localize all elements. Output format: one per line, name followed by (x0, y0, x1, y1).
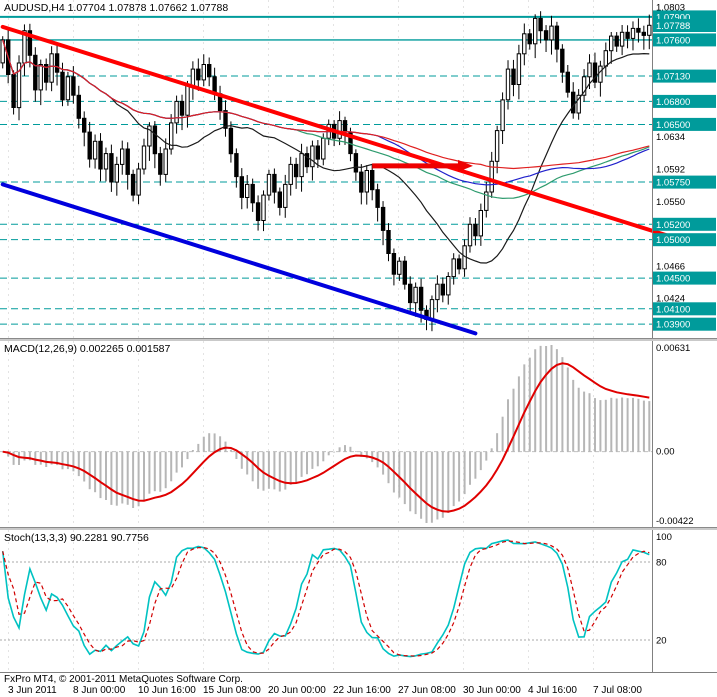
stochastic-title: Stoch(13,3,3) 90.2281 90.7756 (4, 532, 149, 544)
macd-title: MACD(12,26,9) 0.002265 0.001587 (4, 343, 171, 355)
panel-splitter-2[interactable] (0, 527, 717, 530)
level-price-box (653, 302, 716, 316)
time-axis-label: 7 Jul 08:00 (593, 685, 642, 696)
level-price-box-label: 1.05200 (656, 220, 690, 231)
level-price-box (653, 217, 716, 231)
macd-tick-label: 0.00 (656, 447, 675, 458)
current-price-box-label: 1.07788 (656, 21, 690, 32)
stochastic-canvas: 100 80 20 (0, 530, 672, 672)
level-price-box-label: 1.04500 (656, 274, 690, 285)
time-axis-label: 15 Jun 08:00 (203, 685, 261, 696)
time-axis-label: 20 Jun 00:00 (268, 685, 326, 696)
time-axis-label: 22 Jun 16:00 (333, 685, 391, 696)
time-axis-label: 3 Jun 2011 (8, 685, 57, 696)
macd-tick-label: 0.00631 (656, 343, 690, 354)
macd-signal-line (2, 362, 650, 513)
macd-indicator-panel: 0.00631 0.00 -0.00422 MACD(12,26,9) 0.0022… (0, 341, 717, 527)
level-price-box (653, 175, 716, 189)
macd-gridlines (8, 341, 594, 527)
current-price-box (653, 19, 716, 32)
level-price-box (653, 317, 716, 331)
level-price-box (653, 33, 716, 47)
macd-canvas: 0.00631 0.00 -0.00422 (0, 341, 694, 527)
price-chart-panel: 1.0803 1.0634 1.0592 1.0550 1.0466 1.0424 1.07… (0, 0, 717, 338)
level-price-box-label: 1.04100 (656, 304, 690, 315)
candlesticks (0, 11, 652, 332)
time-axis-label: 8 Jun 00:00 (73, 685, 126, 696)
stochastic-main-line (1, 539, 650, 658)
ma-red (2, 39, 650, 170)
level-price-box (653, 117, 716, 131)
support-resistance-levels[interactable] (0, 15, 652, 325)
macd-axis[interactable]: 0.00631 0.00 -0.00422 (652, 341, 694, 527)
price-tick-label: 1.0803 (656, 2, 685, 13)
level-price-box-label: 1.07600 (656, 35, 690, 46)
price-axis[interactable]: 1.0803 1.0634 1.0592 1.0550 1.0466 1.0424 1.07… (652, 0, 717, 338)
level-price-box-label: 1.06500 (656, 120, 690, 131)
ma-green (2, 39, 650, 200)
level-price-box-label: 1.07900 (656, 12, 690, 23)
level-price-box-label: 1.07130 (656, 72, 690, 83)
level-price-box (653, 271, 716, 285)
stochastic-signal-line (2, 540, 650, 657)
stoch-tick-label: 20 (656, 636, 667, 647)
time-axis-label: 10 Jun 16:00 (138, 685, 196, 696)
stochastic-indicator-panel: 100 80 20 Stoch(13,3,3) 90.2281 90.7756 (0, 530, 717, 672)
panel-splitter-1[interactable] (0, 338, 717, 341)
price-chart-canvas: 1.0803 1.0634 1.0592 1.0550 1.0466 1.0424 1.07… (0, 0, 717, 338)
time-axis[interactable]: FxPro MT4, © 2001-2011 MetaQuotes Softwa… (0, 672, 717, 697)
time-axis-label: 27 Jun 08:00 (398, 685, 456, 696)
level-price-box (653, 233, 716, 247)
copyright-text: FxPro MT4, © 2001-2011 MetaQuotes Softwa… (4, 674, 243, 685)
price-tick-label: 1.0466 (656, 261, 685, 272)
time-axis-label: 30 Jun 00:00 (463, 685, 521, 696)
level-price-box (653, 94, 716, 108)
price-tick-label: 1.0592 (656, 165, 685, 176)
macd-tick-label: -0.00422 (656, 516, 694, 527)
price-tick-label: 1.0550 (656, 197, 685, 208)
price-tick-label: 1.0634 (656, 132, 685, 143)
level-price-box-label: 1.06800 (656, 97, 690, 108)
stoch-tick-label: 100 (656, 532, 672, 543)
level-price-box-label: 1.03900 (656, 320, 690, 331)
level-price-box-label: 1.05750 (656, 178, 690, 189)
descending-resistance-trendline[interactable] (0, 24, 695, 246)
time-axis-label: 4 Jul 16:00 (528, 685, 577, 696)
breakout-arrow[interactable] (372, 159, 473, 172)
stoch-tick-label: 80 (656, 558, 667, 569)
stoch-axis[interactable]: 100 80 20 (652, 530, 672, 672)
level-price-box-label: 1.05000 (656, 235, 690, 246)
price-chart-title: AUDUSD,H4 1.07704 1.07878 1.07662 1.0778… (4, 2, 229, 14)
macd-histogram (7, 345, 651, 523)
price-tick-label: 1.0424 (656, 294, 685, 305)
descending-support-trendline[interactable] (0, 182, 478, 336)
level-price-box (653, 69, 716, 83)
